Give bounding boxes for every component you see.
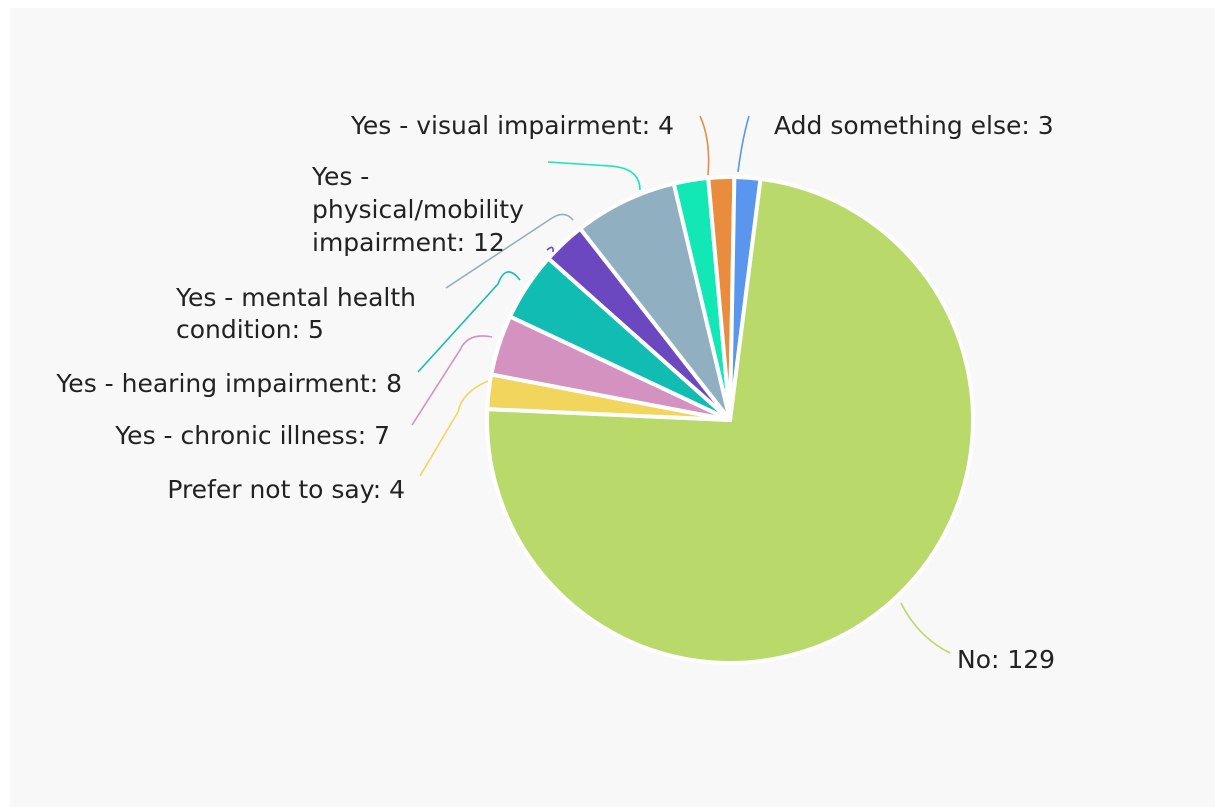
leader-line — [445, 213, 574, 289]
leader-line — [547, 161, 641, 191]
slice-label: Yes - visual impairment: 4 — [350, 111, 674, 140]
leader-line — [900, 602, 951, 654]
leader-line — [417, 271, 521, 373]
slice-label: Yes - chronic illness: 7 — [114, 421, 390, 450]
leader-line — [411, 335, 493, 426]
leader-line — [737, 115, 750, 173]
slice-label: Yes - mental health — [175, 283, 416, 312]
slice-label: physical/mobility — [312, 195, 524, 224]
slice-label: condition: 5 — [176, 315, 324, 344]
leader-line — [699, 115, 710, 176]
pie-slice[interactable] — [728, 175, 763, 422]
pie-labels: No: 129 Prefer not to say: 4 Yes - chronic… — [55, 111, 1055, 674]
slice-label: Add something else: 3 — [774, 111, 1054, 140]
pie-slices — [485, 175, 975, 665]
pie-slice[interactable] — [578, 181, 732, 422]
leader-line — [546, 246, 554, 253]
slice-label: Yes - — [311, 162, 369, 191]
leader-line — [419, 380, 489, 477]
slice-label: impairment: 12 — [312, 228, 505, 257]
slice-label: Yes - hearing impairment: 8 — [55, 369, 402, 398]
slice-label: No: 129 — [957, 645, 1055, 674]
slice-label: Prefer not to say: 4 — [167, 475, 405, 504]
